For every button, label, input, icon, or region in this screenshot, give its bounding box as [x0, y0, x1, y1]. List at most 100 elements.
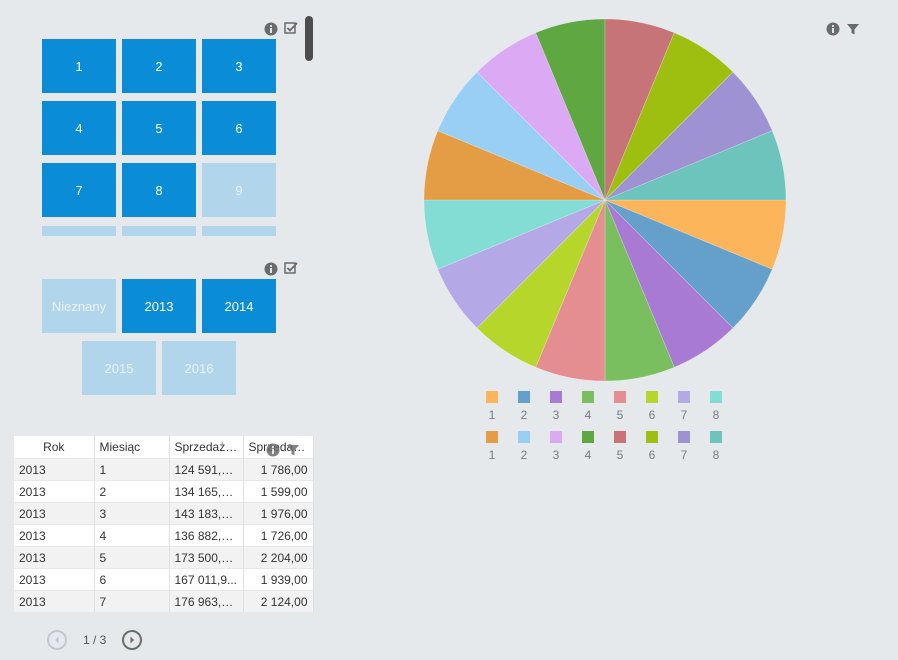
pie-slice-11[interactable] — [476, 32, 606, 201]
info-icon[interactable] — [826, 22, 840, 36]
info-icon[interactable] — [264, 262, 278, 276]
legend-item[interactable]: 7 — [676, 431, 708, 462]
pie-slice-7[interactable] — [437, 199, 606, 329]
legend-item[interactable]: 6 — [644, 391, 676, 422]
table-row[interactable]: 2013 4 136 882,0... 1 726,00 — [14, 524, 314, 547]
month-tile-5[interactable]: 5 — [122, 101, 196, 155]
table-row[interactable]: 2013 2 134 165,1... 1 599,00 — [14, 480, 314, 503]
month-tile-partial[interactable] — [42, 226, 116, 236]
cell-sprzedaz-ilosc: 1 976,00 — [243, 502, 314, 525]
table-row[interactable]: 2013 6 167 011,9... 1 939,00 — [14, 568, 314, 591]
table-row[interactable]: 2013 7 176 963,3... 2 124,00 — [14, 590, 314, 612]
column-header-sprzedaz[interactable]: Sprzedaż ... — [169, 436, 244, 459]
legend-item[interactable]: 8 — [708, 391, 740, 422]
legend-swatch — [486, 391, 498, 403]
legend-item[interactable]: 5 — [612, 431, 644, 462]
cell-sprzedaz: 167 011,9... — [169, 568, 244, 591]
legend-label: 2 — [520, 448, 528, 462]
legend-label: 5 — [616, 448, 624, 462]
legend-item[interactable]: 2 — [516, 431, 548, 462]
table-row[interactable]: 2013 1 124 591,5... 1 786,00 — [14, 458, 314, 481]
pie-slice-1[interactable] — [604, 199, 787, 270]
legend-label: 7 — [680, 448, 688, 462]
year-tile-2013[interactable]: 2013 — [122, 279, 196, 333]
month-tile-4[interactable]: 4 — [42, 101, 116, 155]
cell-miesiac: 7 — [94, 590, 170, 612]
multi-select-checkbox-icon[interactable] — [284, 261, 298, 275]
legend-item[interactable]: 4 — [580, 431, 612, 462]
sales-table: Rok Miesiąc Sprzedaż ... Sprzedaż I... 2… — [14, 436, 314, 612]
pie-slice-5[interactable] — [535, 199, 606, 382]
month-tile-8[interactable]: 8 — [122, 163, 196, 217]
info-icon[interactable] — [266, 443, 280, 457]
legend-item[interactable]: 4 — [580, 391, 612, 422]
cell-miesiac: 5 — [94, 546, 170, 569]
filter-icon[interactable] — [846, 22, 860, 36]
pie-slice-4[interactable] — [604, 199, 675, 382]
cell-sprzedaz-ilosc: 1 599,00 — [243, 480, 314, 503]
year-tile-2014[interactable]: 2014 — [202, 279, 276, 333]
year-slicer: Nieznany 2013 2014 2015 2016 — [0, 255, 320, 400]
column-header-rok[interactable]: Rok — [14, 436, 95, 459]
pie-slice-9[interactable] — [423, 130, 606, 201]
legend-label: 6 — [648, 448, 656, 462]
legend-item[interactable]: 1 — [484, 391, 516, 422]
legend-item[interactable]: 6 — [644, 431, 676, 462]
column-header-miesiac[interactable]: Miesiąc — [94, 436, 170, 459]
legend-label: 5 — [616, 408, 624, 422]
table-row[interactable]: 2013 3 143 183,4... 1 976,00 — [14, 502, 314, 525]
pie-slice-8[interactable] — [423, 199, 606, 270]
slicer-scrollbar[interactable] — [305, 16, 313, 61]
legend-item[interactable]: 5 — [612, 391, 644, 422]
month-tile-partial[interactable] — [202, 226, 276, 236]
pie-slice-6[interactable] — [476, 199, 606, 368]
legend-item[interactable]: 1 — [484, 431, 516, 462]
legend-swatch — [518, 391, 530, 403]
legend-label: 1 — [488, 448, 496, 462]
legend-item[interactable]: 2 — [516, 391, 548, 422]
year-tile-nieznany[interactable]: Nieznany — [42, 279, 116, 333]
page-indicator: 1 / 3 — [83, 633, 107, 647]
month-tile-6[interactable]: 6 — [202, 101, 276, 155]
pie-slice-2[interactable] — [604, 199, 773, 329]
month-tile-partial[interactable] — [122, 226, 196, 236]
info-icon[interactable] — [264, 22, 278, 36]
cell-rok: 2013 — [14, 458, 95, 481]
tile-label: 1 — [75, 58, 83, 74]
month-tile-1[interactable]: 1 — [42, 39, 116, 93]
cell-rok: 2013 — [14, 590, 95, 612]
legend-swatch — [582, 431, 594, 443]
pie-slice-10[interactable] — [437, 71, 606, 201]
legend-item[interactable]: 8 — [708, 431, 740, 462]
chevron-left-icon — [55, 636, 59, 644]
pie-slice-3[interactable] — [604, 199, 734, 368]
month-tile-2[interactable]: 2 — [122, 39, 196, 93]
cell-sprzedaz: 124 591,5... — [169, 458, 244, 481]
legend-swatch — [550, 391, 562, 403]
multi-select-checkbox-icon[interactable] — [284, 21, 298, 35]
legend-item[interactable]: 7 — [676, 391, 708, 422]
legend-item[interactable]: 3 — [548, 391, 580, 422]
previous-page-button[interactable] — [47, 630, 67, 650]
legend-item[interactable]: 3 — [548, 431, 580, 462]
legend-label: 3 — [552, 408, 560, 422]
filter-icon[interactable] — [286, 443, 300, 457]
table-row[interactable]: 2013 5 173 500,8... 2 204,00 — [14, 546, 314, 569]
cell-rok: 2013 — [14, 568, 95, 591]
month-tile-3[interactable]: 3 — [202, 39, 276, 93]
year-tile-2015[interactable]: 2015 — [82, 341, 156, 395]
legend-label: 4 — [584, 448, 592, 462]
pie-slice-13[interactable] — [604, 18, 675, 201]
legend-swatch — [614, 391, 626, 403]
month-tile-9[interactable]: 9 — [202, 163, 276, 217]
year-tile-2016[interactable]: 2016 — [162, 341, 236, 395]
tile-label: 5 — [155, 120, 163, 136]
month-tile-7[interactable]: 7 — [42, 163, 116, 217]
pie-slice-14[interactable] — [604, 32, 734, 201]
next-page-button[interactable] — [122, 630, 142, 650]
pie-slice-12[interactable] — [535, 18, 606, 201]
pie-slice-16[interactable] — [604, 130, 787, 201]
legend-swatch — [710, 391, 722, 403]
legend-swatch — [550, 431, 562, 443]
pie-slice-15[interactable] — [604, 71, 773, 201]
